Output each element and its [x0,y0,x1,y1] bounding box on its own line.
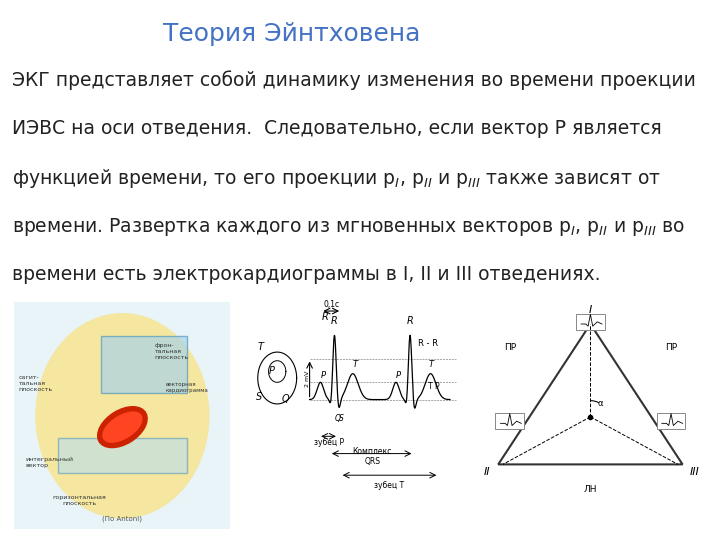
Text: ЛН: ЛН [584,485,597,495]
Text: ИЭВС на оси отведения.  Следовательно, если вектор P является: ИЭВС на оси отведения. Следовательно, ес… [12,119,662,138]
Ellipse shape [98,407,147,448]
Text: T: T [258,342,264,352]
Text: T Р: T Р [428,382,440,391]
Text: Теория Эйнтховена: Теория Эйнтховена [163,22,420,45]
Text: R - R: R - R [418,339,438,348]
Text: времени. Развертка каждого из мгновенных векторов p$_I$, p$_{II}$ и p$_{III}$ во: времени. Развертка каждого из мгновенных… [12,216,685,238]
Ellipse shape [103,412,142,442]
Text: 0,1c: 0,1c [323,300,339,309]
FancyBboxPatch shape [58,438,187,472]
Text: T: T [428,360,433,369]
Text: функцией времени, то его проекции p$_I$, p$_{II}$ и p$_{III}$ также зависят от: функцией времени, то его проекции p$_I$,… [12,167,660,191]
Text: Комплекс
QRS: Комплекс QRS [353,447,392,467]
Text: R: R [407,316,413,326]
Text: ЭКГ представляет собой динамику изменения во времени проекции: ЭКГ представляет собой динамику изменени… [12,70,696,90]
FancyBboxPatch shape [576,314,605,330]
Text: III: III [689,467,699,477]
Text: ПР: ПР [665,343,677,352]
Text: P: P [269,366,274,376]
Text: S: S [339,414,343,423]
Text: (По Antoni): (По Antoni) [102,516,143,522]
Text: II: II [483,467,490,477]
FancyBboxPatch shape [657,413,685,429]
Text: времени есть электрокардиограммы в I, II и III отведениях.: времени есть электрокардиограммы в I, II… [12,265,600,284]
Text: зубец T: зубец T [374,481,405,490]
Text: горизонтальная
плоскость: горизонтальная плоскость [53,495,106,506]
Text: 2 mV: 2 mV [305,371,310,387]
Text: α: α [598,399,603,408]
Text: I: I [589,305,592,315]
Text: фрон-
тальная
плоскость: фрон- тальная плоскость [155,343,189,360]
Ellipse shape [36,314,209,518]
Text: R: R [321,312,328,322]
FancyBboxPatch shape [495,413,524,429]
Text: P: P [320,371,325,380]
Text: R: R [331,316,338,326]
Text: Q: Q [282,394,289,404]
Text: интегральный
вектор: интегральный вектор [25,457,73,468]
Text: сагит-
тальная
плоскость: сагит- тальная плоскость [19,375,53,392]
Text: Q: Q [335,414,341,423]
Text: T: T [353,360,358,369]
Text: зубец P: зубец P [314,438,344,447]
Text: P: P [396,371,401,380]
Text: S: S [256,392,262,402]
Text: ПР: ПР [504,343,516,352]
Text: векторная
кардиограмма: векторная кардиограмма [166,382,209,393]
FancyBboxPatch shape [101,336,187,393]
